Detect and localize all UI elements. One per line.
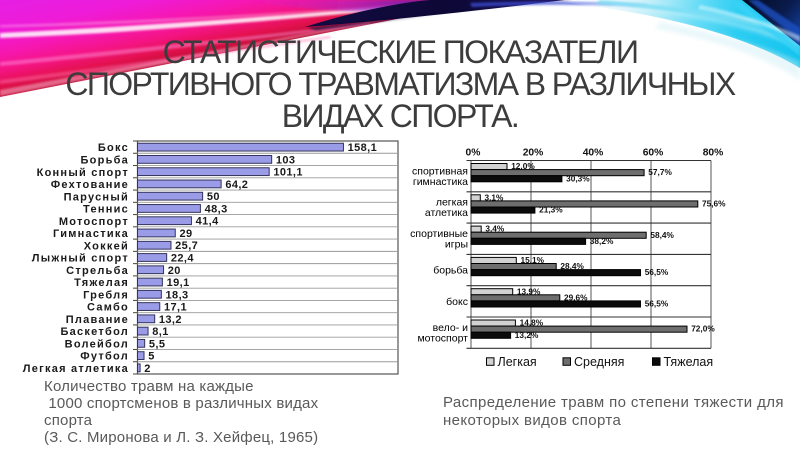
svg-text:Самбо: Самбо (87, 302, 129, 314)
svg-text:75,6%: 75,6% (702, 199, 726, 209)
svg-text:40%: 40% (583, 148, 604, 159)
svg-text:гимнастика: гимнастика (413, 176, 468, 188)
svg-text:19,1: 19,1 (167, 277, 190, 289)
svg-text:Баскетбол: Баскетбол (61, 326, 129, 338)
svg-text:29: 29 (179, 228, 192, 240)
svg-text:атлетика: атлетика (425, 207, 468, 219)
svg-text:2: 2 (144, 363, 151, 375)
svg-text:30,3%: 30,3% (566, 173, 590, 183)
svg-text:Легкая атлетика: Легкая атлетика (23, 363, 129, 375)
svg-text:60%: 60% (643, 148, 664, 159)
svg-text:50: 50 (207, 191, 220, 203)
svg-text:41,4: 41,4 (196, 216, 219, 228)
svg-text:Легкая: Легкая (498, 355, 537, 369)
svg-text:101,1: 101,1 (273, 167, 303, 179)
svg-text:28,4%: 28,4% (560, 261, 584, 271)
svg-text:Мотоспорт: Мотоспорт (59, 216, 129, 228)
svg-text:Тяжелая: Тяжелая (74, 277, 129, 289)
svg-text:15,1%: 15,1% (521, 255, 545, 265)
svg-text:мотоспорт: мотоспорт (417, 332, 468, 344)
svg-text:Конный спорт: Конный спорт (37, 167, 129, 179)
svg-text:Стрельба: Стрельба (66, 265, 129, 277)
svg-text:20: 20 (168, 265, 181, 277)
svg-text:13,2: 13,2 (159, 314, 182, 326)
svg-text:25,7: 25,7 (175, 240, 198, 252)
svg-text:легкая: легкая (436, 197, 468, 209)
svg-text:13,2%: 13,2% (515, 330, 539, 340)
svg-text:вело- и: вело- и (433, 322, 468, 334)
svg-text:Бокс: Бокс (98, 142, 129, 154)
svg-text:игры: игры (445, 239, 468, 251)
svg-text:80%: 80% (703, 148, 724, 159)
svg-text:72,0%: 72,0% (691, 324, 715, 334)
svg-text:3,4%: 3,4% (485, 224, 505, 234)
svg-text:0%: 0% (466, 148, 481, 159)
svg-text:Борьба: Борьба (80, 154, 129, 166)
svg-text:56,5%: 56,5% (645, 299, 669, 309)
svg-text:38,2%: 38,2% (590, 236, 614, 246)
svg-text:5,5: 5,5 (149, 338, 166, 350)
svg-text:5: 5 (148, 351, 155, 363)
svg-text:Плавание: Плавание (66, 314, 129, 326)
svg-text:17,1: 17,1 (164, 302, 187, 314)
svg-text:158,1: 158,1 (348, 142, 378, 154)
svg-text:103: 103 (276, 154, 296, 166)
svg-text:21,3%: 21,3% (539, 205, 563, 215)
svg-text:Теннис: Теннис (83, 204, 129, 216)
svg-text:18,3: 18,3 (166, 289, 189, 301)
svg-text:спортивная: спортивная (412, 165, 468, 177)
svg-text:3,1%: 3,1% (485, 192, 505, 202)
svg-text:58,4%: 58,4% (650, 230, 674, 240)
svg-text:борьба: борьба (433, 265, 468, 277)
svg-text:Парусный: Парусный (64, 191, 129, 203)
svg-text:14,8%: 14,8% (520, 318, 544, 328)
svg-text:Фехтование: Фехтование (51, 179, 129, 191)
svg-text:Гимнастика: Гимнастика (53, 228, 129, 240)
svg-text:Волейбол: Волейбол (65, 338, 129, 350)
svg-text:Средняя: Средняя (574, 355, 624, 369)
svg-text:Хоккей: Хоккей (84, 240, 129, 252)
svg-text:29,6%: 29,6% (564, 292, 588, 302)
svg-text:13,9%: 13,9% (517, 286, 541, 296)
svg-text:48,3: 48,3 (205, 203, 228, 215)
svg-text:бокс: бокс (446, 296, 468, 308)
svg-text:Футбол: Футбол (80, 351, 129, 363)
svg-text:56,5%: 56,5% (645, 267, 669, 277)
svg-text:64,2: 64,2 (225, 179, 248, 191)
svg-text:20%: 20% (523, 148, 544, 159)
svg-text:12,0%: 12,0% (511, 161, 535, 171)
svg-text:спортивные: спортивные (410, 228, 468, 240)
svg-text:22,4: 22,4 (171, 253, 194, 265)
svg-text:Лыжный спорт: Лыжный спорт (32, 253, 129, 265)
svg-text:Тяжелая: Тяжелая (664, 355, 714, 369)
svg-text:Гребля: Гребля (83, 289, 129, 301)
svg-text:57,7%: 57,7% (648, 167, 672, 177)
svg-text:8,1: 8,1 (152, 326, 169, 338)
